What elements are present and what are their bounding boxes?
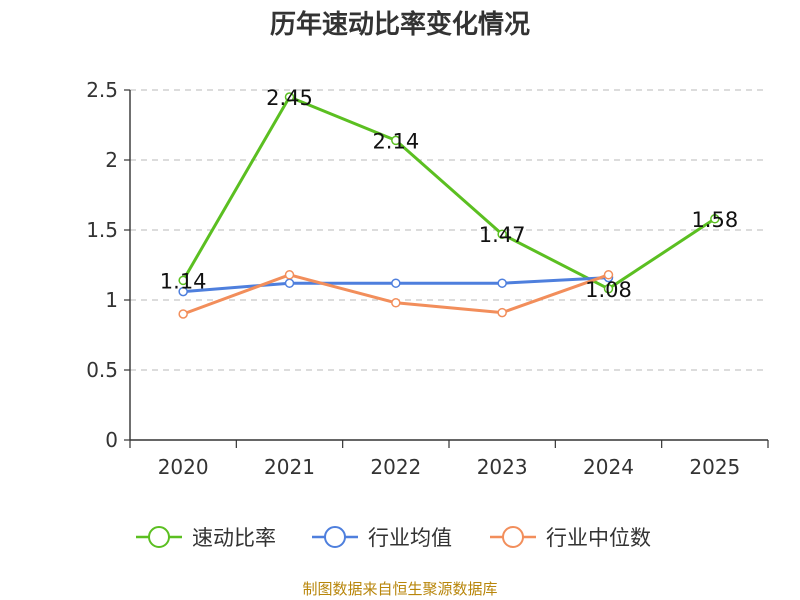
y-tick-label: 1 bbox=[105, 288, 118, 312]
data-label: 1.08 bbox=[585, 278, 632, 302]
legend-item-1: 速动比率 bbox=[136, 526, 276, 550]
legend-label: 行业均值 bbox=[368, 526, 452, 550]
grid-lines bbox=[130, 90, 768, 370]
x-tick-label: 2020 bbox=[158, 455, 209, 479]
legend: 速动比率 行业均值 行业中位数 bbox=[136, 526, 651, 550]
y-tick-label: 1.5 bbox=[86, 218, 118, 242]
series-line-1 bbox=[183, 97, 715, 289]
legend-label: 速动比率 bbox=[192, 526, 276, 550]
data-label: 1.58 bbox=[691, 208, 738, 232]
data-point bbox=[392, 299, 400, 307]
y-tick-label: 0.5 bbox=[86, 358, 118, 382]
line-chart: 0 0.5 1 1.5 2 2.5 2020 2021 2022 2023 2024 2025 1.1… bbox=[0, 0, 800, 600]
data-point bbox=[498, 279, 506, 287]
y-tick-label: 0 bbox=[105, 428, 118, 452]
legend-item-3: 行业中位数 bbox=[490, 526, 651, 550]
legend-marker bbox=[503, 527, 523, 547]
data-point bbox=[286, 271, 294, 279]
data-point bbox=[179, 310, 187, 318]
data-point bbox=[286, 279, 294, 287]
legend-item-2: 行业均值 bbox=[312, 526, 452, 550]
data-label: 2.14 bbox=[372, 129, 419, 153]
legend-marker bbox=[325, 527, 345, 547]
x-tick-label: 2021 bbox=[264, 455, 315, 479]
y-tick-label: 2.5 bbox=[86, 78, 118, 102]
data-point bbox=[392, 279, 400, 287]
series bbox=[179, 93, 719, 318]
y-tick-label: 2 bbox=[105, 148, 118, 172]
x-tick-label: 2025 bbox=[689, 455, 740, 479]
data-labels: 1.14 2.45 2.14 1.47 1.08 1.58 bbox=[160, 86, 738, 302]
legend-marker bbox=[149, 527, 169, 547]
source-note: 制图数据来自恒生聚源数据库 bbox=[0, 578, 800, 599]
data-label: 1.14 bbox=[160, 269, 207, 293]
legend-label: 行业中位数 bbox=[546, 526, 651, 550]
x-tick-label: 2023 bbox=[477, 455, 528, 479]
data-label: 2.45 bbox=[266, 86, 313, 110]
x-tick-label: 2022 bbox=[370, 455, 421, 479]
data-label: 1.47 bbox=[479, 223, 526, 247]
data-point bbox=[498, 309, 506, 317]
x-tick-label: 2024 bbox=[583, 455, 634, 479]
